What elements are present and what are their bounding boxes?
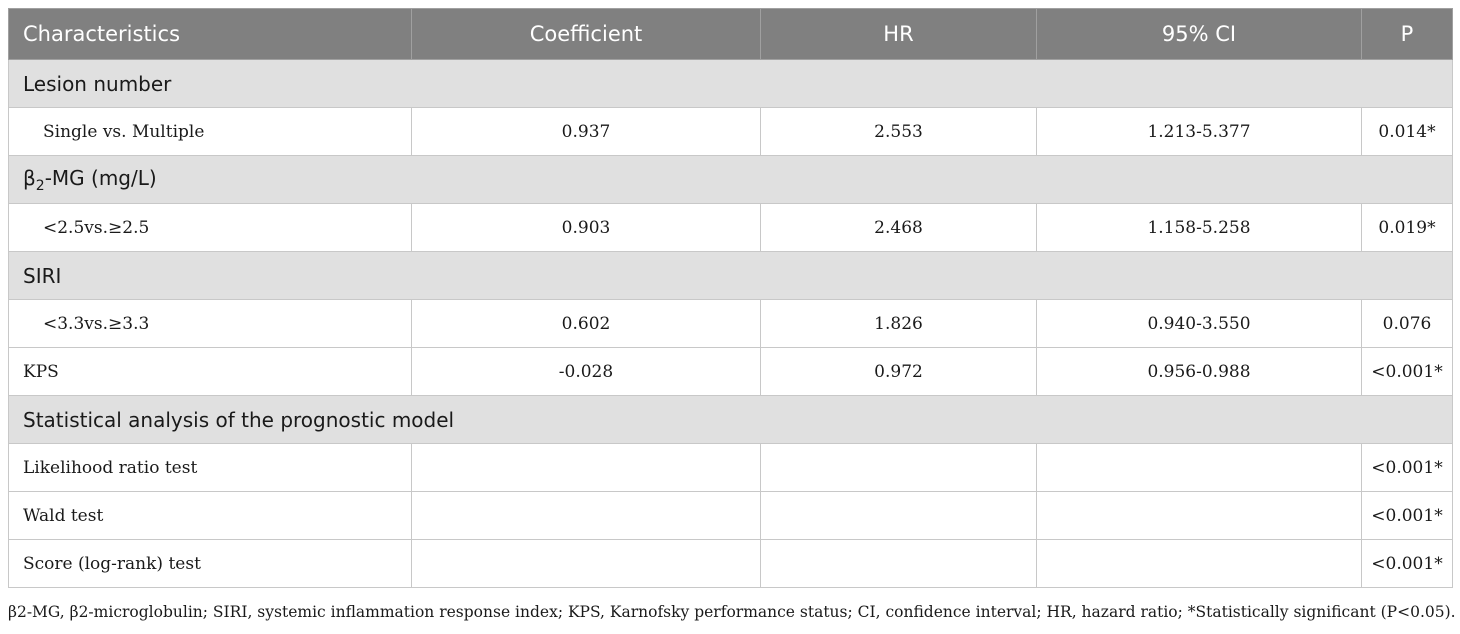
row-label: Likelihood ratio test (8, 443, 412, 492)
table-row: <2.5vs.≥2.5 0.903 2.468 1.158-5.258 0.01… (8, 203, 1453, 252)
hr-cell (760, 491, 1037, 540)
table-row: Score (log-rank) test <0.001* (8, 539, 1453, 588)
table-row: KPS -0.028 0.972 0.956-0.988 <0.001* (8, 347, 1453, 396)
p-cell: <0.001* (1361, 443, 1453, 492)
section-row-model: Statistical analysis of the prognostic m… (8, 395, 1453, 444)
section-title-suffix: -MG (mg/L) (44, 165, 157, 190)
ci-cell (1036, 443, 1362, 492)
coefficient-cell: 0.937 (411, 107, 761, 156)
section-title: SIRI (8, 251, 1453, 300)
row-label: <2.5vs.≥2.5 (8, 203, 412, 252)
hr-cell: 1.826 (760, 299, 1037, 348)
section-title: Statistical analysis of the prognostic m… (8, 395, 1453, 444)
coefficient-cell: 0.903 (411, 203, 761, 252)
section-row-siri: SIRI (8, 251, 1453, 300)
row-label: Score (log-rank) test (8, 539, 412, 588)
p-cell: <0.001* (1361, 491, 1453, 540)
header-coefficient: Coefficient (411, 8, 761, 60)
coefficient-cell: -0.028 (411, 347, 761, 396)
section-title: Lesion number (8, 59, 1453, 108)
hr-cell (760, 443, 1037, 492)
ci-cell: 0.940-3.550 (1036, 299, 1362, 348)
row-label: Single vs. Multiple (8, 107, 412, 156)
section-row-lesion-number: Lesion number (8, 59, 1453, 108)
section-title-subscript: 2 (35, 177, 45, 194)
coefficient-cell: 0.602 (411, 299, 761, 348)
ci-cell (1036, 539, 1362, 588)
p-cell: 0.014* (1361, 107, 1453, 156)
header-ci: 95% CI (1036, 8, 1362, 60)
row-label: <3.3vs.≥3.3 (8, 299, 412, 348)
table-row: Likelihood ratio test <0.001* (8, 443, 1453, 492)
table-footnote: β2-MG, β2-microglobulin; SIRI, systemic … (8, 603, 1456, 621)
hr-cell: 2.468 (760, 203, 1037, 252)
cox-regression-table: Characteristics Coefficient HR 95% CI P … (8, 8, 1453, 588)
header-characteristics: Characteristics (8, 8, 412, 60)
ci-cell: 0.956-0.988 (1036, 347, 1362, 396)
ci-cell: 1.158-5.258 (1036, 203, 1362, 252)
hr-cell: 0.972 (760, 347, 1037, 396)
row-label: KPS (8, 347, 412, 396)
p-cell: <0.001* (1361, 539, 1453, 588)
ci-cell (1036, 491, 1362, 540)
header-hr: HR (760, 8, 1037, 60)
p-cell: 0.076 (1361, 299, 1453, 348)
table-row: Wald test <0.001* (8, 491, 1453, 540)
coefficient-cell (411, 443, 761, 492)
coefficient-cell (411, 491, 761, 540)
header-row: Characteristics Coefficient HR 95% CI P (8, 8, 1453, 60)
ci-cell: 1.213-5.377 (1036, 107, 1362, 156)
header-p: P (1361, 8, 1453, 60)
section-title: β2-MG (mg/L) (8, 155, 1453, 204)
hr-cell: 2.553 (760, 107, 1037, 156)
regression-table-container: Characteristics Coefficient HR 95% CI P … (8, 8, 1453, 588)
section-title-prefix: β (23, 165, 36, 190)
coefficient-cell (411, 539, 761, 588)
p-cell: <0.001* (1361, 347, 1453, 396)
hr-cell (760, 539, 1037, 588)
section-row-b2mg: β2-MG (mg/L) (8, 155, 1453, 204)
table-row: Single vs. Multiple 0.937 2.553 1.213-5.… (8, 107, 1453, 156)
p-cell: 0.019* (1361, 203, 1453, 252)
row-label: Wald test (8, 491, 412, 540)
table-row: <3.3vs.≥3.3 0.602 1.826 0.940-3.550 0.07… (8, 299, 1453, 348)
